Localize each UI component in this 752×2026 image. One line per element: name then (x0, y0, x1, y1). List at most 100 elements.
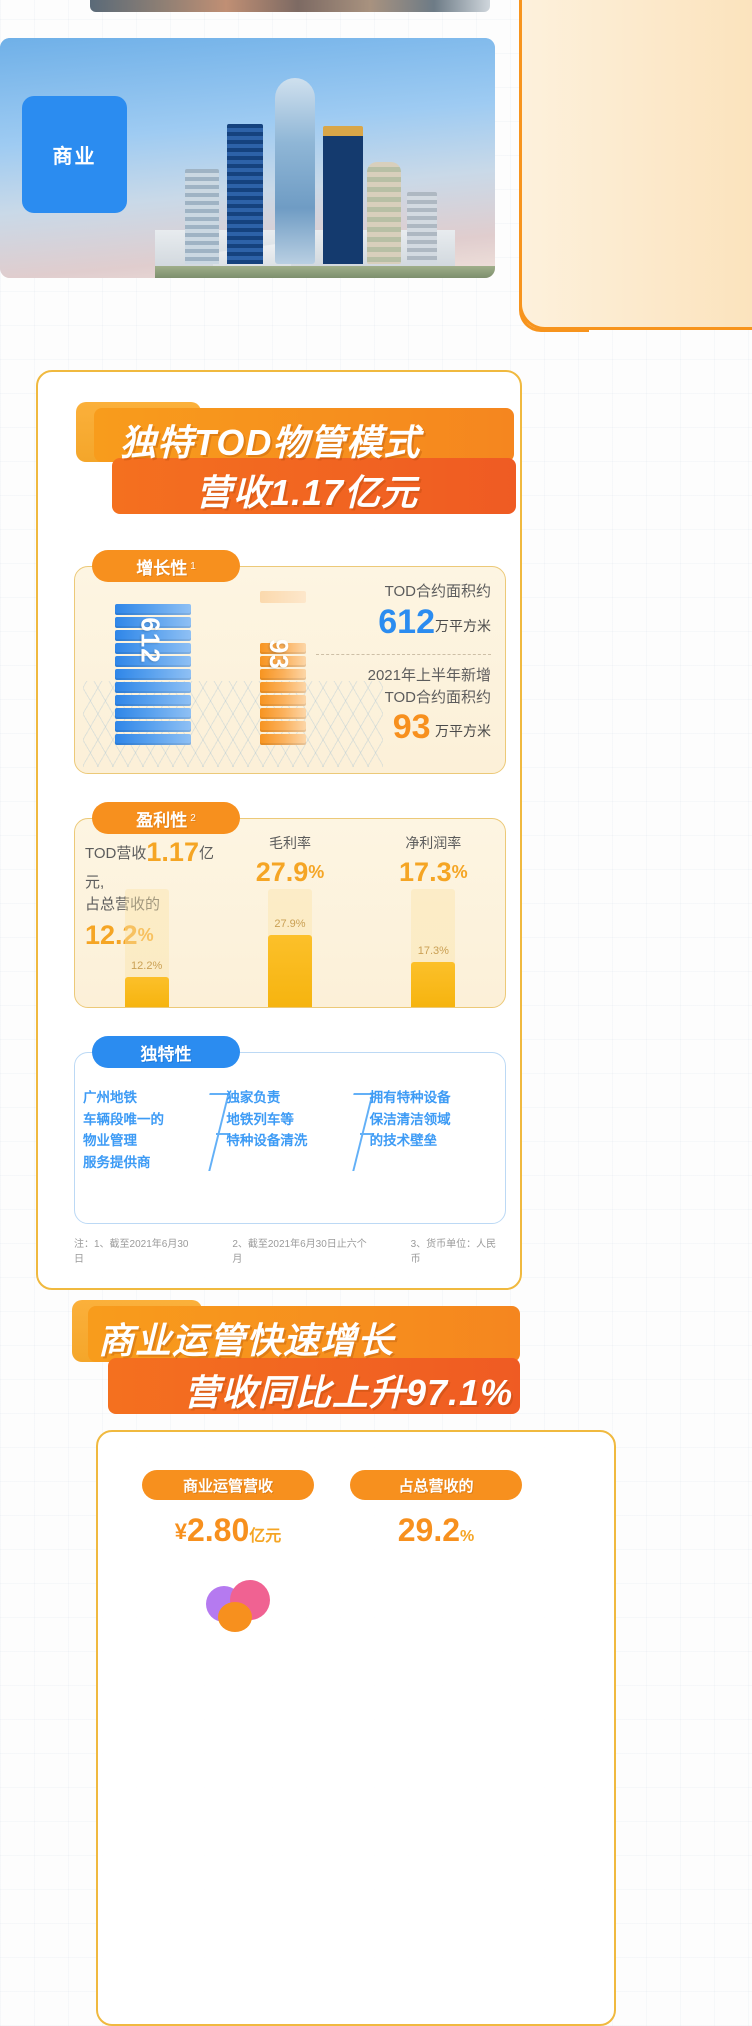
growth-stat2-label-line2: TOD合约面积约 (384, 688, 491, 706)
unique-panel: 广州地铁 车辆段唯一的 物业管理 服务提供商 独家负责 地铁列车等 特种设备清洗… (74, 1052, 506, 1224)
growth-stat2-label-line1: 2021年上半年新增 (367, 666, 491, 684)
profit-col-tod-revenue: TOD营收1.17亿元, 占总营收的 12.2% 12.2% (75, 819, 218, 1007)
footnote-2: 2、截至2021年6月30日止六个月 (232, 1239, 367, 1265)
profit-bar1: 12.2% (124, 960, 169, 1007)
growth-stat2-value: 93 (392, 708, 431, 747)
profit-col1-pct: 12.2 (85, 919, 138, 950)
unique-connector-2 (359, 1133, 374, 1135)
profit-col1-text-a: TOD营收 (85, 845, 147, 862)
growth-stat1-label: TOD合约面积约 (384, 583, 491, 600)
profit-col1-pct-sym: % (137, 924, 154, 945)
hero-category-tag: 商业 (22, 96, 127, 213)
unique-item-2: 独家负责 地铁列车等 特种设备清洗 (218, 1087, 374, 1173)
badge-growth-label: 增长性 (136, 558, 188, 578)
bottom-stat-share-caption: 占总营收的 (350, 1470, 522, 1500)
headline2-line1: 商业运管快速增长 (98, 1320, 395, 1361)
profit-bar2-label: 27.9% (274, 918, 306, 930)
badge-growth-sup: 1 (190, 560, 196, 572)
profit-col3-value: 17.3 (399, 857, 452, 888)
hero-tower-gold (323, 126, 363, 264)
growth-stat1-value: 612 (378, 602, 435, 641)
unique-connector-1 (216, 1133, 231, 1135)
floating-brick (260, 591, 306, 603)
bottom-stat-revenue-value-row: ¥2.80亿元 (142, 1512, 314, 1549)
profit-col3-head: 净利润率 17.3% (362, 833, 505, 892)
growth-stats: TOD合约面积约 612万平方米 2021年上半年新增 TOD合约面积约 93 … (286, 581, 491, 747)
bottom-stat-share-value-row: 29.2% (350, 1512, 522, 1549)
commercial-headline: 商业运管快速增长 营收同比上升97.1% (36, 1300, 536, 1425)
unique-items-row: 广州地铁 车辆段唯一的 物业管理 服务提供商 独家负责 地铁列车等 特种设备清洗… (75, 1087, 505, 1173)
profit-bar1-track: 12.2% (124, 889, 169, 1007)
profit-panel: TOD营收1.17亿元, 占总营收的 12.2% 12.2% 毛利率 27.9% … (74, 818, 506, 1008)
unique-item-2-text: 独家负责 地铁列车等 特种设备清洗 (226, 1090, 308, 1149)
decorative-blob-icon (206, 1580, 272, 1632)
profit-col3-label: 净利润率 (405, 835, 462, 851)
unique-item-1-text: 广州地铁 车辆段唯一的 物业管理 服务提供商 (83, 1090, 164, 1170)
badge-growth: 增长性 1 (92, 550, 240, 582)
hero-tower-green (367, 162, 401, 264)
growth-stat2-value-row: 93 万平方米 (286, 708, 491, 747)
footnote-3: 3、货币单位：人民币 (410, 1239, 497, 1265)
profit-bar3-track: 17.3% (411, 889, 456, 1007)
badge-unique-label: 独特性 (140, 1044, 192, 1064)
profit-col1-text-c: 占总营收的 (85, 895, 161, 913)
footnotes: 注：1、截至2021年6月30日 2、截至2021年6月30日止六个月 3、货币… (74, 1235, 506, 1265)
block-tower-93 (260, 643, 306, 747)
profit-columns: TOD营收1.17亿元, 占总营收的 12.2% 12.2% 毛利率 27.9% … (75, 819, 505, 1007)
headline-line2: 营收1.17亿元 (196, 472, 419, 513)
growth-stat1-value-row: 612万平方米 (286, 603, 491, 642)
commercial-card (96, 1430, 616, 2026)
page-edge-ribbon (519, 0, 752, 330)
hero-commercial-image: 商业 (0, 38, 495, 278)
tod-headline: 独特TOD物管模式 营收1.17亿元 (36, 402, 536, 527)
headline-row2-bg (112, 458, 516, 514)
profit-col-net-margin: 净利润率 17.3% 17.3% (362, 819, 505, 1007)
hero-tower-main (275, 78, 315, 264)
footnote-1: 注：1、截至2021年6月30日 (74, 1239, 189, 1265)
profit-col3-sym: % (451, 862, 468, 883)
hero-cityscape (155, 73, 495, 278)
hero-tower-far (407, 192, 437, 264)
headline-row1-bg (94, 408, 514, 462)
badge-unique: 独特性 (92, 1036, 240, 1068)
badge-profit-label: 盈利性 (136, 810, 188, 830)
profit-col1-head: TOD营收1.17亿元, 占总营收的 12.2% (85, 833, 218, 955)
profit-bar2: 27.9% (267, 918, 312, 1007)
unique-item-3-text: 拥有特种设备 保洁清洁领域 的技术壁垒 (369, 1090, 451, 1149)
profit-col2-label: 毛利率 (268, 835, 311, 851)
profit-col2-value: 27.9 (255, 857, 309, 888)
bottom-stat-revenue-value: 2.80 (186, 1512, 250, 1548)
page-edge-ribbon-notch (519, 288, 589, 332)
unique-item-3: 拥有特种设备 保洁清洁领域 的技术壁垒 (362, 1087, 505, 1173)
tower-612-value: 612 (135, 617, 166, 664)
headline2-line2: 营收同比上升97.1% (184, 1372, 514, 1413)
profit-col1-text-b: 亿元, (85, 845, 214, 892)
badge-profit-sup: 2 (190, 812, 196, 824)
bottom-stat-share: 占总营收的 29.2% (350, 1470, 522, 1549)
bottom-stat-share-value: 29.2 (397, 1512, 461, 1548)
bottom-stat-revenue-caption: 商业运管营收 (142, 1470, 314, 1500)
bottom-stat-revenue: 商业运管营收 ¥2.80亿元 (142, 1470, 314, 1549)
bottom-stat-share-unit: % (460, 1528, 475, 1545)
block-tower-612 (115, 604, 191, 747)
headline2-row2-bg (108, 1358, 520, 1414)
profit-col2-head: 毛利率 27.9% (218, 833, 361, 892)
currency-icon: ¥ (174, 1519, 187, 1544)
profit-bar1-label: 12.2% (131, 960, 163, 972)
bottom-stat-revenue-unit: 亿元 (249, 1528, 282, 1545)
profit-col-gross-margin: 毛利率 27.9% 27.9% (218, 819, 361, 1007)
top-photo-strip (90, 0, 490, 12)
headline2-row1-bg (88, 1306, 520, 1362)
growth-stat1-unit: 万平方米 (435, 617, 491, 634)
profit-bar3-label: 17.3% (417, 945, 449, 957)
profit-bar2-track: 27.9% (267, 889, 312, 1007)
profit-col1-num: 1.17 (146, 837, 199, 867)
unique-item-1: 广州地铁 车辆段唯一的 物业管理 服务提供商 (75, 1087, 231, 1173)
growth-panel: 612 93 TOD合约面积约 612万平方米 2021年上半年新增 TOD合约… (74, 566, 506, 774)
growth-divider (316, 653, 491, 655)
badge-profit: 盈利性 2 (92, 802, 240, 834)
hero-tower-blue (227, 124, 263, 264)
hero-tower-grey (185, 169, 219, 264)
growth-stat2-unit: 万平方米 (435, 723, 491, 740)
